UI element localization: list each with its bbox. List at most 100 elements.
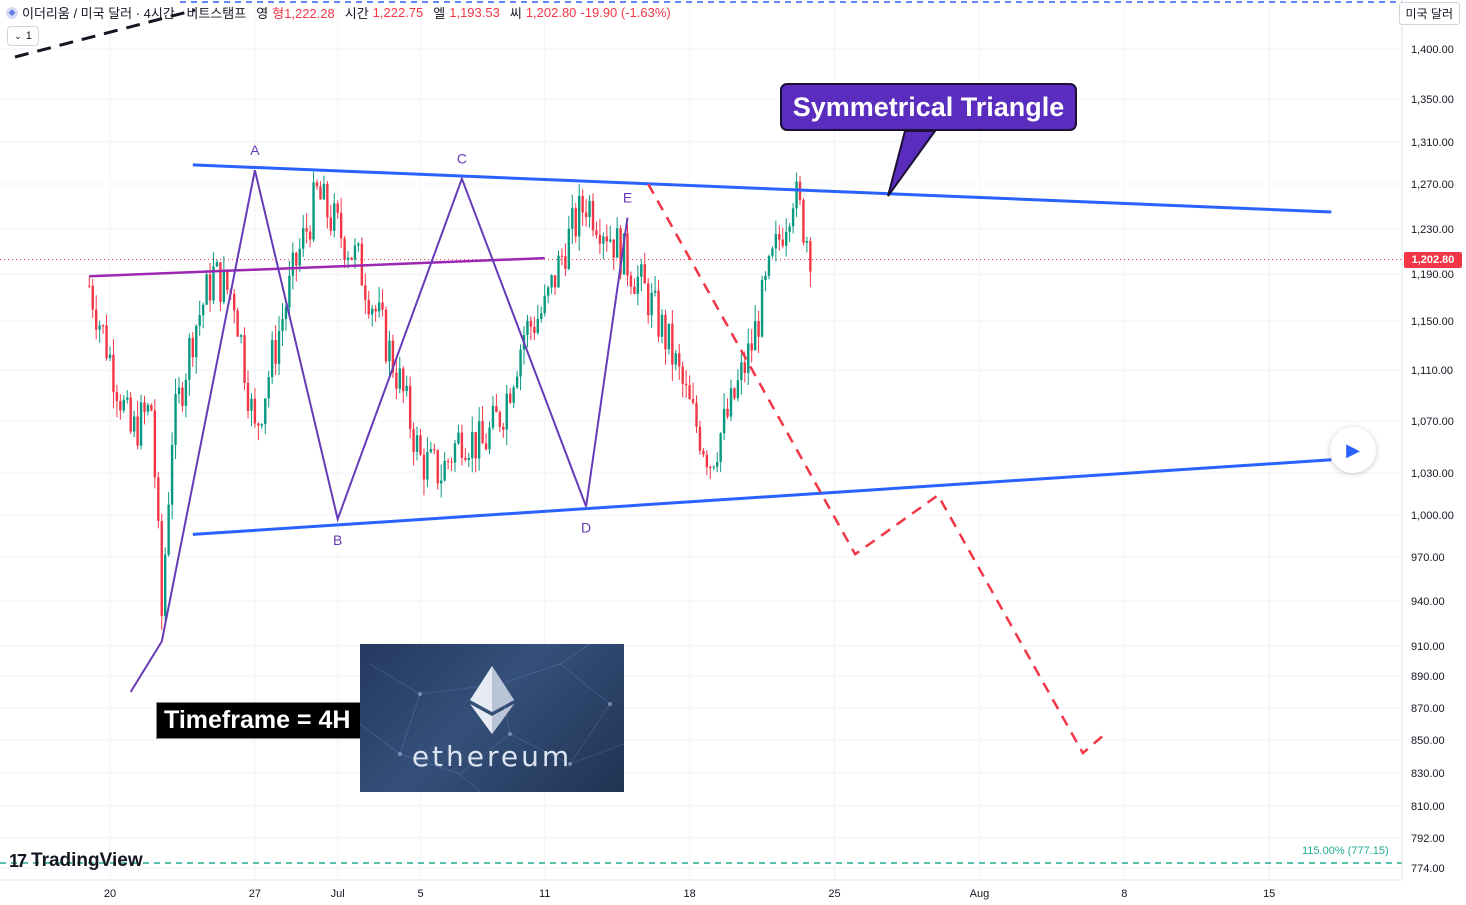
branding-text: TradingView (31, 850, 143, 871)
candle-body (415, 435, 419, 452)
candle-body (353, 245, 357, 260)
price-tick-label: 1,310.00 (1411, 137, 1454, 149)
candle-body (277, 331, 281, 364)
candle-body (250, 398, 253, 411)
wave-label-b: B (333, 532, 342, 548)
price-tick-label: 774.00 (1411, 863, 1445, 875)
candle-body (767, 256, 771, 276)
play-icon[interactable]: ▶ (1330, 427, 1376, 473)
price-tick-label: 1,230.00 (1411, 224, 1454, 236)
collapse-legend-button[interactable]: ⌄ 1 (7, 26, 39, 46)
candle-body (198, 315, 201, 326)
candle-body (560, 255, 564, 257)
candle-body (753, 321, 757, 351)
candle-body (571, 208, 574, 229)
candle-body (426, 452, 429, 480)
candle-body (533, 326, 536, 333)
candle-body (526, 320, 529, 336)
candle-body (422, 454, 426, 480)
price-tick-label: 1,110.00 (1411, 365, 1453, 377)
candle-body (381, 302, 384, 310)
currency-button[interactable]: 미국 달러 (1398, 2, 1460, 25)
symbol-title[interactable]: 이더리움 / 미국 달러 · 4시간 · 비트스탬프 (22, 6, 247, 21)
candle-body (253, 398, 257, 424)
candle-body (647, 283, 650, 316)
close-label: 씨 (509, 6, 522, 21)
candle-body (119, 401, 122, 411)
candle-body (660, 314, 664, 337)
candle-body (640, 264, 643, 277)
candle-body (295, 252, 298, 266)
candle-body (98, 325, 101, 330)
candle-body (643, 264, 646, 284)
tradingview-logo[interactable]: 17 TradingView (9, 850, 143, 872)
candle-body (208, 274, 212, 301)
candle-body (488, 427, 491, 450)
candle-body (671, 323, 674, 365)
candle-body (747, 343, 750, 373)
candle-body (540, 313, 543, 319)
candle-body (595, 230, 598, 235)
candle-body (153, 410, 157, 478)
price-tick-label: 1,150.00 (1411, 316, 1454, 328)
candle-body (598, 234, 602, 244)
last-price-tag: 1,202.80 (1404, 252, 1462, 268)
candle-body (212, 266, 215, 301)
candle-body (688, 385, 691, 400)
candle-body (684, 383, 688, 386)
candle-body (588, 200, 591, 218)
candle-body (367, 299, 370, 315)
candle-body (188, 337, 191, 380)
candle-body (433, 449, 436, 451)
candle-body (491, 405, 495, 428)
candle-body (346, 257, 350, 261)
wave-label-a: A (250, 142, 260, 158)
candle-body (122, 399, 125, 411)
pattern-callout[interactable]: Symmetrical Triangle (780, 83, 1077, 131)
candle-body (743, 362, 746, 373)
candle-body (788, 226, 791, 232)
candle-body (809, 241, 812, 272)
ethereum-icon: ◆ (6, 6, 18, 19)
candle-body (215, 262, 219, 267)
price-tick-label: 1,400.00 (1411, 44, 1454, 56)
candle-body (774, 234, 778, 249)
candle-body (315, 182, 319, 187)
candle-body (543, 295, 546, 314)
candle-body (591, 200, 595, 231)
candle-body (371, 308, 374, 315)
candle-body (529, 320, 533, 327)
price-tick-label: 1,030.00 (1411, 468, 1454, 480)
candle-body (578, 195, 581, 237)
candle-body (391, 340, 395, 373)
time-tick-label: 27 (249, 888, 261, 900)
candle-body (177, 387, 181, 395)
candles-group (88, 171, 812, 631)
candle-body (412, 428, 415, 452)
candle-body (550, 275, 553, 288)
candle-body (233, 293, 236, 311)
timeframe-note[interactable]: Timeframe = 4H (156, 702, 386, 739)
candle-body (88, 285, 91, 287)
candle-body (716, 461, 719, 467)
candle-body (146, 404, 150, 412)
candle-body (398, 368, 401, 389)
candle-body (160, 521, 163, 617)
candle-body (781, 239, 784, 246)
time-tick-label: 11 (539, 888, 550, 900)
candle-body (750, 343, 753, 351)
open-label: 영 (256, 6, 269, 21)
candle-body (167, 504, 170, 555)
candle-body (284, 307, 288, 320)
candle-body (243, 335, 246, 383)
candle-body (312, 182, 315, 240)
projection-path (647, 183, 1105, 756)
callout-pointer (887, 130, 937, 197)
candle-body (150, 404, 153, 411)
resistance-trendline (192, 163, 1332, 214)
candle-body (201, 304, 205, 316)
time-tick-label: 25 (828, 888, 840, 900)
price-tick-label: 970.00 (1411, 552, 1445, 564)
time-tick-label: Jul (331, 888, 345, 900)
